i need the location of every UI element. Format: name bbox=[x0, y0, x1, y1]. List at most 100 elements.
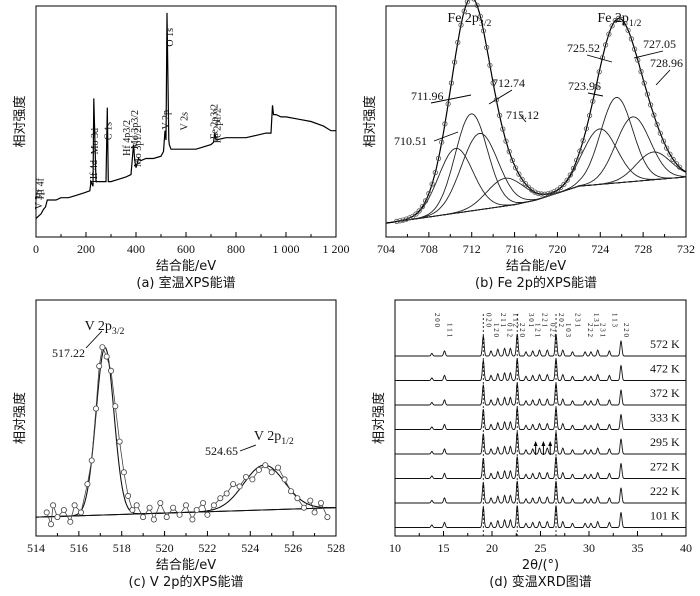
data-point bbox=[567, 172, 573, 178]
peak-value-label: 715.12 bbox=[506, 108, 539, 122]
data-point bbox=[647, 102, 654, 108]
data-point bbox=[660, 138, 667, 144]
hkl-label: 2 3 1 bbox=[574, 313, 582, 328]
xrd-pattern-line bbox=[395, 431, 686, 455]
hkl-label: 0 2 0 bbox=[484, 313, 492, 328]
temperature-label: 222 K bbox=[650, 484, 680, 498]
x-tick-label: 728 bbox=[634, 242, 652, 256]
hkl-label: 2 3 1 bbox=[599, 323, 607, 338]
x-tick-label: 522 bbox=[198, 541, 216, 555]
peak-annotation: Hf 4f bbox=[36, 177, 47, 199]
data-point bbox=[606, 31, 612, 37]
data-point bbox=[217, 495, 224, 502]
data-point bbox=[484, 44, 490, 51]
data-point bbox=[445, 101, 451, 107]
data-point bbox=[129, 506, 136, 513]
x-tick-label: 704 bbox=[377, 242, 395, 256]
data-point bbox=[200, 499, 207, 506]
data-point bbox=[458, 22, 464, 28]
x-tick-label: 25 bbox=[535, 541, 547, 555]
data-point bbox=[664, 145, 670, 151]
data-point bbox=[78, 509, 85, 516]
data-point bbox=[593, 83, 599, 90]
data-point bbox=[317, 499, 324, 506]
data-point bbox=[474, 2, 480, 8]
data-point bbox=[471, 0, 477, 2]
x-tick-label: 732 bbox=[677, 242, 695, 256]
data-point bbox=[580, 138, 586, 144]
data-point bbox=[506, 148, 512, 155]
x-tick-label: 1 200 bbox=[323, 242, 350, 256]
x-tick-label: 720 bbox=[548, 242, 566, 256]
hkl-label: 1 2 0 bbox=[492, 323, 500, 338]
data-point bbox=[146, 504, 153, 511]
data-point bbox=[182, 502, 189, 509]
peak-value-label: 711.96 bbox=[411, 89, 444, 103]
data-point bbox=[311, 509, 318, 516]
data-point bbox=[413, 211, 419, 217]
transition-arrow-head bbox=[541, 441, 546, 446]
y-axis-label: 相对强度 bbox=[12, 95, 28, 147]
hkl-label: 1 1 2 bbox=[511, 313, 519, 328]
panel-d: 10 15 20 25 30 35 40 2θ/(°) 相对强度 (d) 变温XRD图谱 101 K… bbox=[371, 299, 692, 590]
hkl-label: 0 2 2 bbox=[548, 323, 556, 338]
hkl-label: 1 0 3 bbox=[564, 323, 572, 338]
peak-value-label: 712.74 bbox=[492, 76, 525, 90]
hkl-label: 1 1 3 bbox=[610, 313, 618, 328]
x-tick-label: 35 bbox=[632, 541, 644, 555]
data-point bbox=[88, 457, 95, 464]
group-label-sub: 3/2 bbox=[112, 326, 125, 337]
group-label-text: Fe 2p bbox=[597, 11, 629, 26]
x-tick-label: 800 bbox=[227, 242, 245, 256]
data-point bbox=[435, 155, 442, 162]
component-peak-line bbox=[385, 113, 687, 224]
data-point bbox=[676, 164, 683, 170]
data-point bbox=[532, 189, 538, 195]
data-point bbox=[403, 216, 409, 222]
x-tick-label: 400 bbox=[127, 242, 145, 256]
peak-annotation: Fe 2p3/2 bbox=[209, 104, 220, 139]
x-tick-label: 200 bbox=[77, 242, 95, 256]
data-point bbox=[586, 112, 593, 119]
data-point bbox=[455, 39, 461, 46]
temperature-label: 101 K bbox=[650, 508, 680, 522]
data-point bbox=[464, 0, 470, 5]
data-point bbox=[545, 191, 551, 197]
data-point bbox=[268, 469, 275, 476]
peak-pointer-arrow bbox=[430, 94, 472, 104]
panel-c: 514 516 518 520 522 524 526 528 结合能/eV 相对强度 (c) V … bbox=[12, 299, 345, 590]
peak-value-label: 710.51 bbox=[394, 134, 427, 148]
data-point bbox=[451, 59, 458, 65]
data-point bbox=[522, 181, 528, 187]
data-point bbox=[99, 344, 106, 351]
data-point bbox=[554, 187, 561, 193]
panel-caption: (c) V 2p的XPS能谱 bbox=[129, 574, 244, 590]
group-label-text: V 2p bbox=[85, 319, 112, 334]
peak-annotation: Mo 3d bbox=[90, 128, 101, 154]
data-point bbox=[583, 126, 590, 132]
group-label-sub: 1/2 bbox=[629, 18, 642, 29]
component-peak-line bbox=[385, 132, 687, 224]
x-tick-label: 716 bbox=[506, 242, 524, 256]
xrd-pattern-line bbox=[395, 358, 686, 381]
peak-value-label: 728.96 bbox=[650, 56, 683, 70]
data-point bbox=[242, 473, 249, 480]
data-point bbox=[400, 217, 406, 223]
x-tick-label: 20 bbox=[486, 541, 498, 555]
hkl-label: 2 2 0 bbox=[518, 323, 526, 338]
data-point bbox=[564, 177, 570, 183]
peak-pointer-arrow bbox=[488, 89, 513, 105]
peak-pointer-arrow bbox=[633, 50, 664, 59]
data-point bbox=[625, 27, 631, 33]
data-point bbox=[541, 191, 548, 197]
peak-annotation: Mo 3p3/2 bbox=[130, 110, 141, 149]
x-tick-label: 514 bbox=[27, 541, 45, 555]
group-label-sub: 1/2 bbox=[281, 436, 294, 447]
group-label: Fe 2p3/2 bbox=[447, 11, 491, 29]
data-point bbox=[294, 495, 301, 502]
panel-a: 0 200 400 600 800 1 000 1 200 结合能/eV 相对强度 (a) 室温X… bbox=[12, 5, 350, 291]
hkl-label: 1 3 1 bbox=[592, 313, 600, 328]
y-axis-label: 相对强度 bbox=[12, 392, 28, 444]
x-tick-label: 518 bbox=[113, 541, 131, 555]
data-point bbox=[635, 57, 641, 63]
